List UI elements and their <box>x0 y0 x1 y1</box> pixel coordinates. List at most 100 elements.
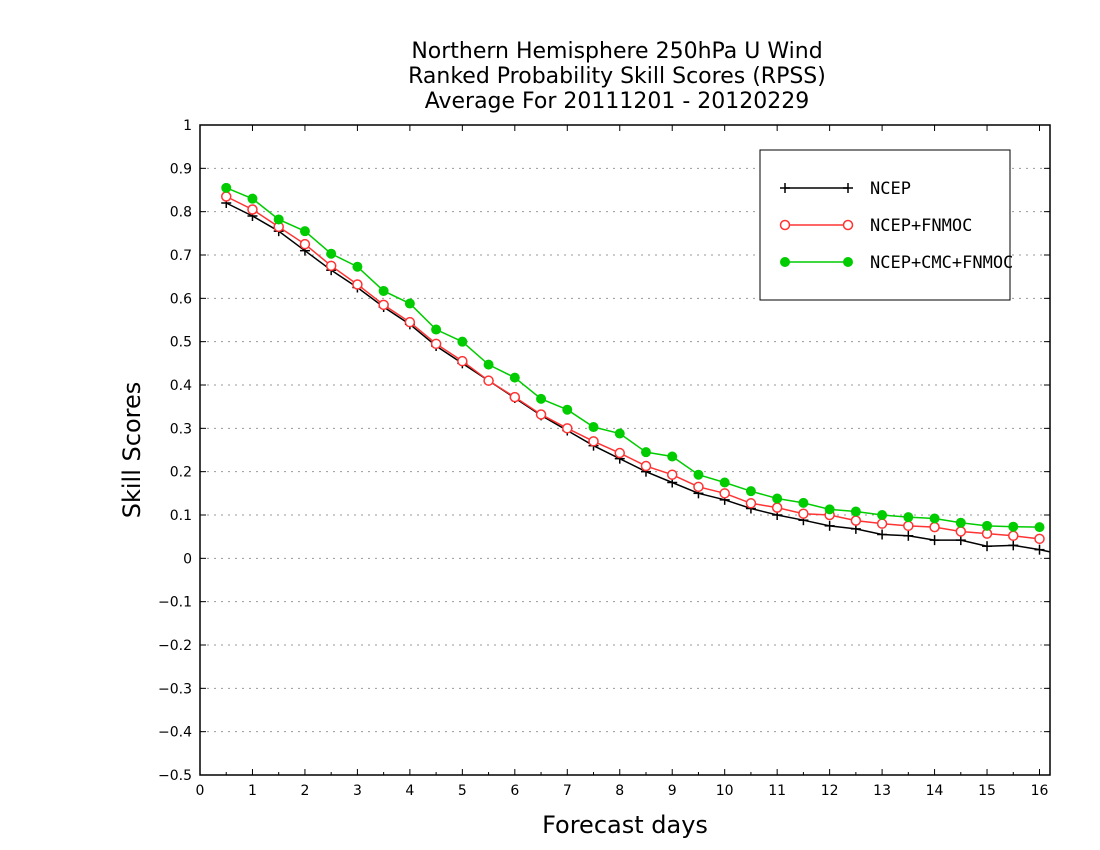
data-point <box>352 279 363 290</box>
data-point <box>483 375 494 386</box>
y-tick-label: 0.7 <box>170 248 192 264</box>
x-tick-label: 5 <box>458 783 467 799</box>
data-point <box>509 391 521 403</box>
x-tick-label: 11 <box>768 783 786 799</box>
legend: NCEP NCEP+FNMOC NCEP+CMC+FNMOC <box>759 149 1013 301</box>
data-point <box>404 316 416 328</box>
y-tick-label: 0.6 <box>170 291 192 307</box>
data-point <box>221 182 232 193</box>
data-point <box>378 285 389 296</box>
data-point <box>509 372 520 383</box>
data-point <box>614 428 625 439</box>
data-point <box>535 409 547 420</box>
y-tick-label: 0.5 <box>170 335 192 351</box>
data-point <box>457 336 468 347</box>
data-point <box>666 469 678 480</box>
data-point <box>299 226 310 237</box>
chart-title: Northern Hemisphere 250hPa U WindRanked … <box>408 39 826 114</box>
data-point <box>745 498 757 509</box>
x-tick-label: 10 <box>716 783 734 799</box>
y-axis-label: Skill Scores <box>118 382 146 519</box>
legend-label: NCEP+CMC+FNMOC <box>870 253 1013 273</box>
data-point <box>719 488 730 499</box>
data-point <box>247 204 258 215</box>
data-point <box>536 393 547 404</box>
y-axis-ticks: −0.5 −0.4 −0.3 −0.2 −0.1 0 0.1 0.2 0.3 0.4 0.5 0.6 0… <box>158 118 1050 784</box>
x-axis-label: Forecast days <box>542 811 708 839</box>
x-tick-label: 16 <box>1031 783 1049 799</box>
legend-item: NCEP+FNMOC <box>779 216 972 236</box>
data-point <box>850 515 862 526</box>
data-point <box>588 422 599 433</box>
data-point <box>929 535 940 546</box>
data-point <box>483 359 494 370</box>
plot-frame <box>199 124 1051 776</box>
x-tick-label: 8 <box>615 783 624 799</box>
data-point <box>772 493 783 504</box>
data-point <box>352 261 363 272</box>
y-tick-label: 0.2 <box>170 465 192 481</box>
data-point <box>824 504 835 515</box>
legend-label: NCEP <box>870 179 911 199</box>
data-point <box>693 469 704 480</box>
series-ncep-cmc-fnmoc <box>221 182 1045 533</box>
data-point <box>798 497 809 508</box>
data-point <box>404 298 415 309</box>
y-tick-label: −0.3 <box>158 681 192 697</box>
y-tick-label: 0.3 <box>170 421 192 437</box>
data-point <box>982 541 993 552</box>
data-point <box>562 423 573 434</box>
data-point <box>877 529 888 540</box>
data-point <box>1008 530 1019 542</box>
y-tick-label: −0.2 <box>158 638 192 654</box>
data-point <box>220 191 232 202</box>
data-point <box>667 451 678 462</box>
data-point <box>929 521 940 533</box>
x-tick-label: 13 <box>873 783 891 799</box>
series-ncep-fnmoc <box>220 191 1045 545</box>
x-tick-label: 3 <box>353 783 362 799</box>
legend-label: NCEP+FNMOC <box>870 216 972 236</box>
x-tick-label: 7 <box>563 783 572 799</box>
data-point <box>640 460 652 472</box>
data-point <box>1034 544 1045 555</box>
data-point <box>780 183 790 193</box>
data-point <box>842 219 854 231</box>
data-point <box>431 324 442 335</box>
data-point <box>929 513 940 524</box>
data-point <box>430 338 442 350</box>
y-tick-label: 0.4 <box>170 378 192 394</box>
x-axis-ticks: 0 1 2 3 4 5 6 7 8 9 10 11 12 13 14 15 16 <box>196 125 1049 799</box>
series-lines <box>220 182 1051 555</box>
data-point <box>1034 533 1045 545</box>
x-tick-label: 9 <box>668 783 677 799</box>
data-point <box>798 508 809 519</box>
data-point <box>779 219 791 231</box>
data-point <box>780 257 790 267</box>
data-point <box>955 517 966 528</box>
y-tick-label: −0.4 <box>158 725 192 741</box>
data-point <box>1008 540 1019 551</box>
data-point <box>614 447 626 459</box>
data-point <box>247 193 258 204</box>
chart-title-line: Northern Hemisphere 250hPa U Wind <box>411 39 822 64</box>
data-point <box>955 526 967 537</box>
y-tick-label: 1 <box>183 118 192 134</box>
legend-item: NCEP+CMC+FNMOC <box>780 253 1013 273</box>
y-tick-label: −0.5 <box>158 768 192 784</box>
data-point <box>588 436 599 447</box>
data-point <box>955 535 966 546</box>
x-tick-label: 12 <box>821 783 839 799</box>
chart-title-line: Ranked Probability Skill Scores (RPSS) <box>408 64 826 89</box>
y-tick-label: 0 <box>183 551 192 567</box>
y-tick-label: 0.9 <box>170 161 192 177</box>
data-point <box>903 512 914 523</box>
data-point <box>876 518 888 529</box>
y-tick-label: −0.1 <box>158 595 192 611</box>
x-tick-label: 0 <box>196 783 205 799</box>
x-tick-label: 1 <box>248 783 257 799</box>
y-tick-label: 0.8 <box>170 205 192 221</box>
data-point <box>843 257 853 267</box>
x-tick-label: 14 <box>926 783 944 799</box>
